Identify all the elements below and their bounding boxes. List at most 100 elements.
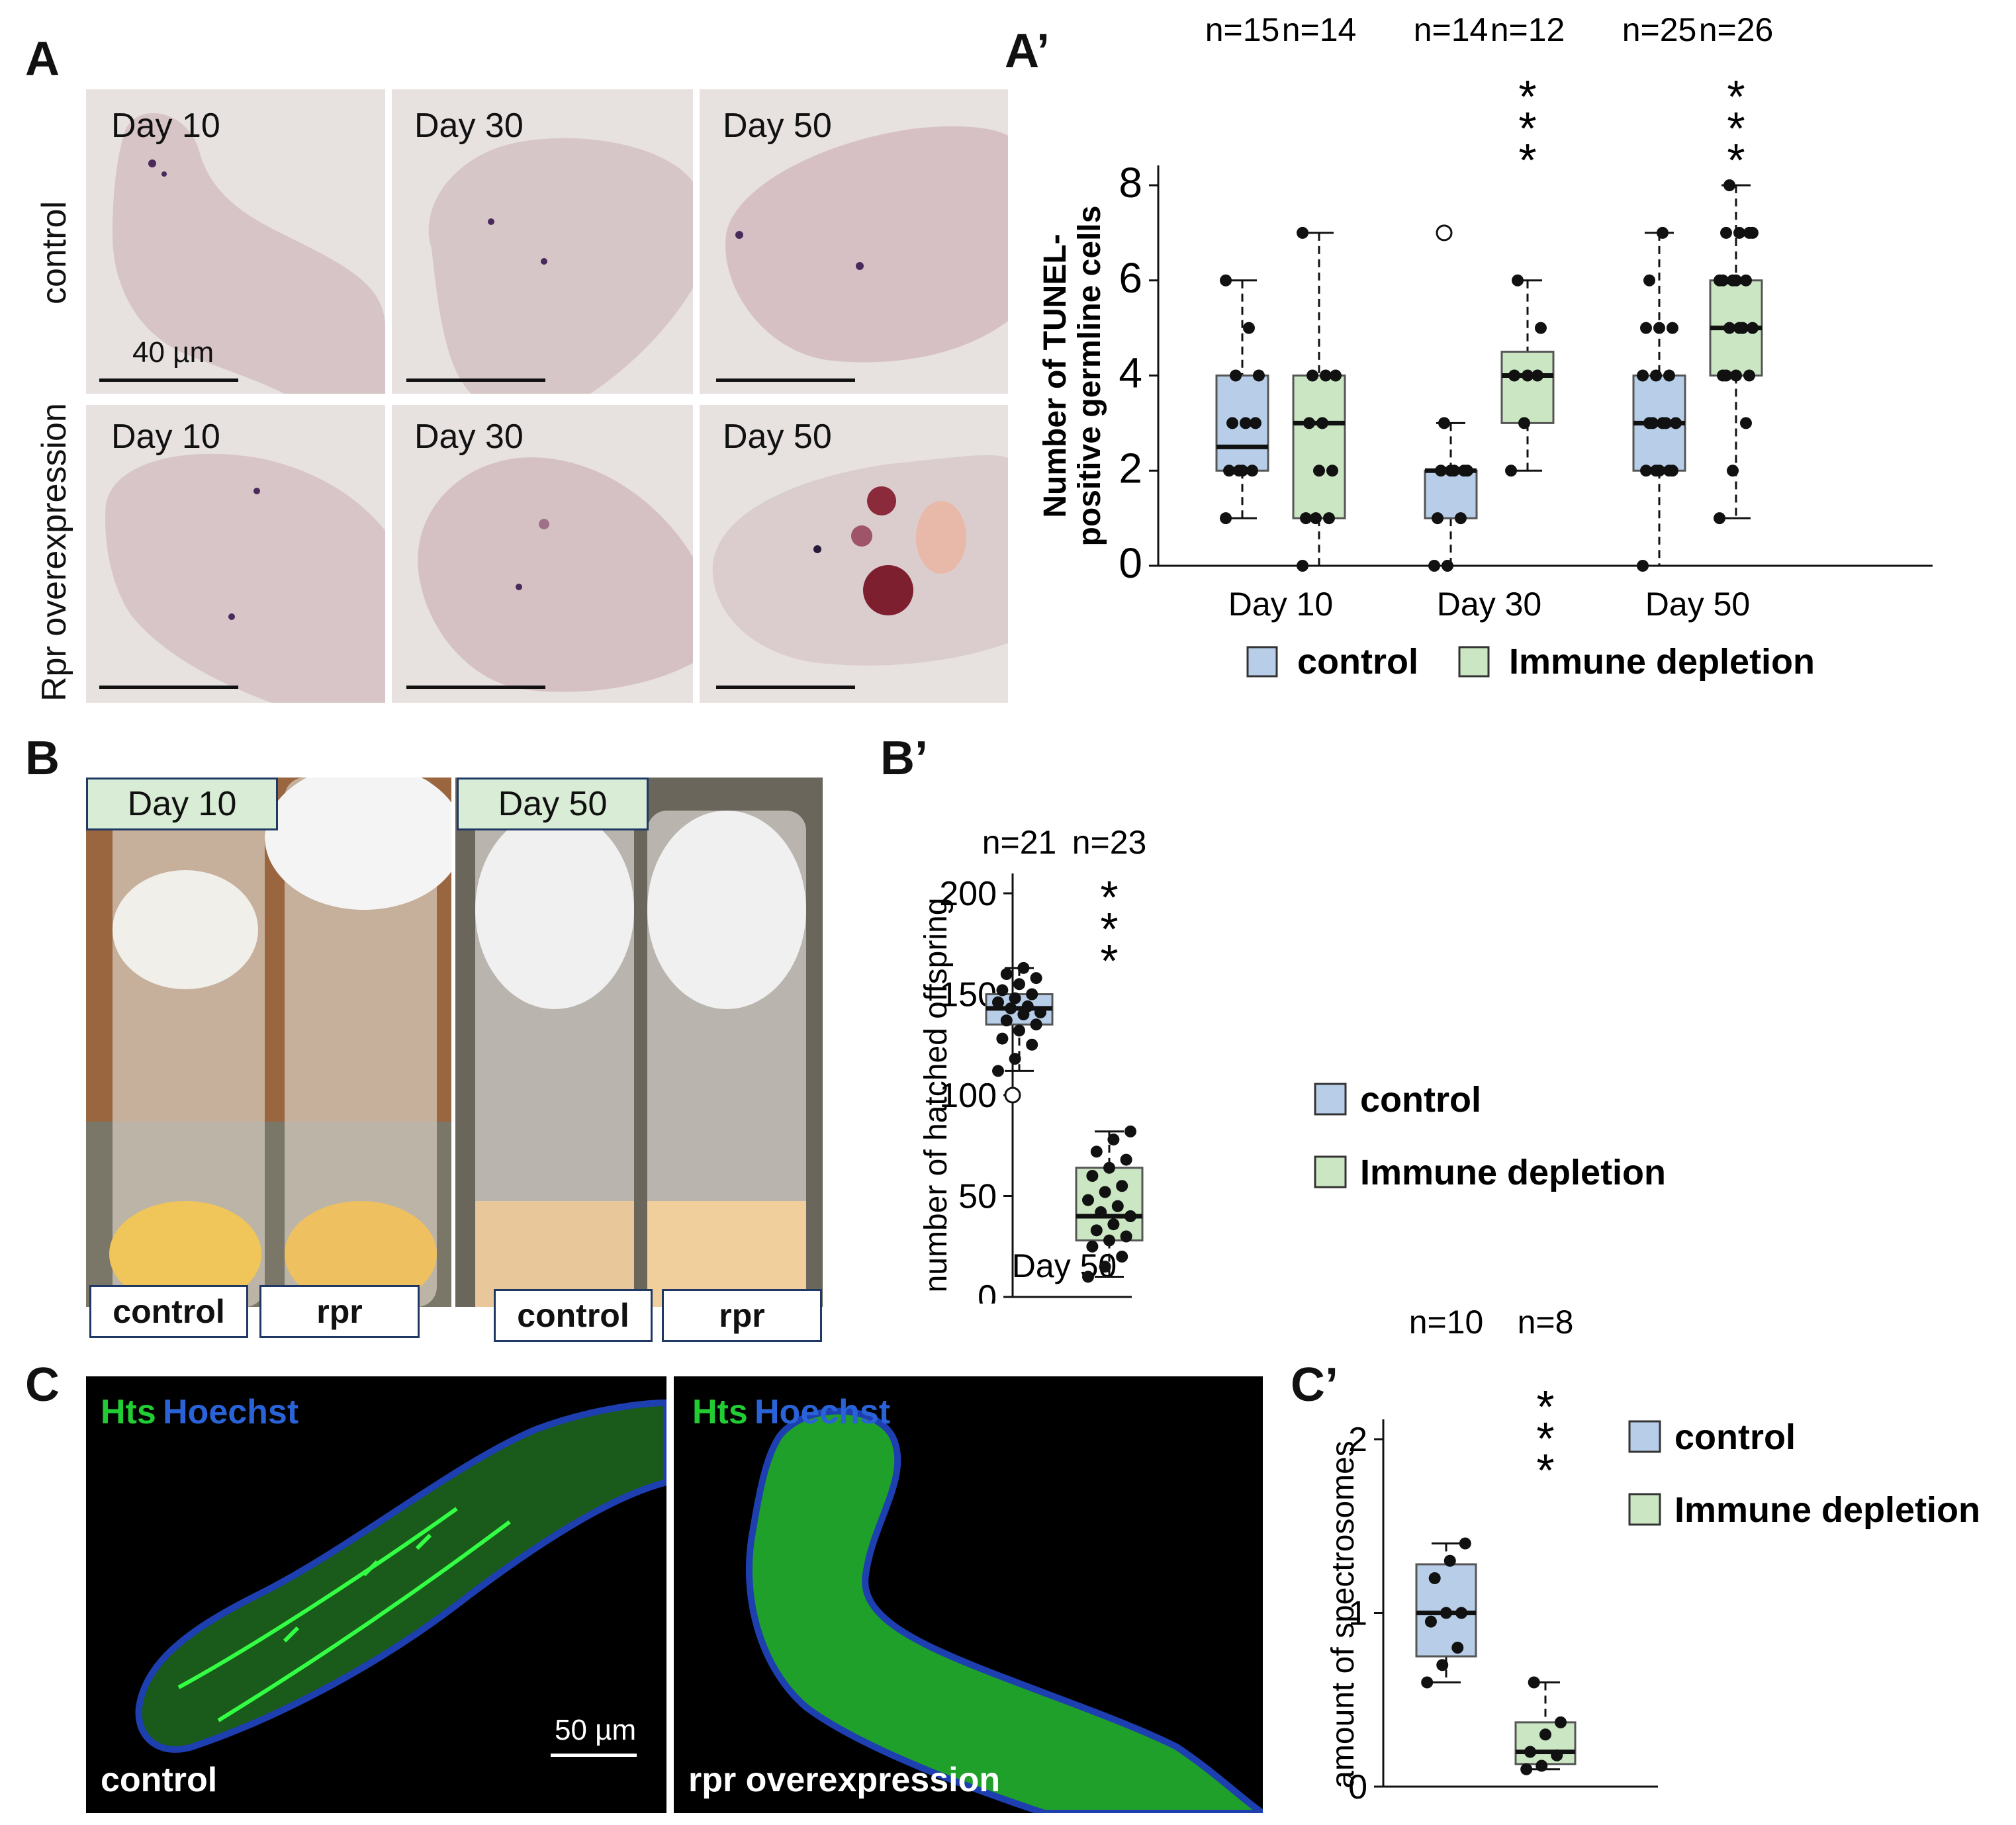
data-point xyxy=(1555,1716,1567,1728)
panel-label-c: C xyxy=(25,1358,60,1411)
data-point xyxy=(1021,1000,1034,1012)
data-point xyxy=(1223,465,1236,477)
data-point xyxy=(1653,322,1665,334)
data-point xyxy=(1640,322,1653,334)
data-point xyxy=(1322,512,1335,525)
n-label: n=21 xyxy=(982,824,1057,861)
data-point xyxy=(1640,465,1653,477)
legend-swatch xyxy=(1246,646,1278,678)
data-point xyxy=(1310,512,1322,525)
n-label: n=14 xyxy=(1282,11,1357,48)
data-point xyxy=(1120,1230,1132,1243)
data-point xyxy=(1034,1006,1046,1018)
data-point xyxy=(1746,226,1759,239)
data-point xyxy=(1111,1200,1124,1212)
data-point xyxy=(1252,369,1265,382)
data-point xyxy=(1220,274,1232,287)
data-point xyxy=(1512,274,1524,287)
data-point xyxy=(1306,369,1319,382)
photo-vials-day50 xyxy=(455,778,823,1307)
data-point xyxy=(1650,369,1663,382)
day-label: Day 30 xyxy=(414,418,524,456)
box xyxy=(1500,351,1555,424)
data-point xyxy=(1095,1206,1107,1218)
day-label: Day 10 xyxy=(111,107,220,145)
data-point xyxy=(1455,1607,1468,1619)
data-point xyxy=(1539,1728,1551,1741)
y-tick-label: 6 xyxy=(1119,254,1142,302)
y-tick-label: 1 xyxy=(1348,1595,1367,1633)
y-tick-label: 8 xyxy=(1119,159,1142,206)
data-point xyxy=(1107,1134,1120,1146)
data-point xyxy=(1723,179,1736,191)
micrograph-rpr-day50 xyxy=(700,405,1008,703)
stain-label-hts: Hts xyxy=(101,1393,156,1431)
data-point xyxy=(1026,1038,1038,1051)
data-point xyxy=(1013,978,1025,991)
n-label: n=25 xyxy=(1622,11,1697,48)
data-point xyxy=(1730,274,1742,287)
data-point xyxy=(1637,369,1649,382)
data-point xyxy=(1428,560,1441,572)
x-tick-label: Day 10 xyxy=(1228,586,1333,623)
data-point xyxy=(1717,274,1729,287)
y-tick-label: 100 xyxy=(939,1077,997,1115)
image-label: control xyxy=(101,1761,218,1799)
data-point xyxy=(1720,369,1733,382)
scale-bar xyxy=(716,686,855,689)
data-point xyxy=(1743,369,1755,382)
significance-star: * xyxy=(1518,134,1536,186)
micrograph-rpr-day10 xyxy=(86,405,385,703)
data-point xyxy=(992,1065,1004,1077)
scale-bar xyxy=(716,378,855,382)
data-point xyxy=(1421,1676,1434,1689)
data-point xyxy=(1326,465,1338,477)
legend-swatch xyxy=(1314,1083,1347,1116)
data-point xyxy=(1124,1125,1136,1137)
data-point xyxy=(1026,988,1038,1001)
significance-star: * xyxy=(1727,71,1745,122)
stain-label-hts: Hts xyxy=(692,1393,748,1431)
legend-label: Immune depletion xyxy=(1360,1153,1666,1192)
data-point xyxy=(1727,465,1739,477)
outlier-point xyxy=(1436,224,1453,242)
data-point xyxy=(1659,417,1672,429)
significance-star: * xyxy=(1727,103,1745,154)
micrograph-control-day50 xyxy=(700,89,1008,394)
data-point xyxy=(992,996,1004,1008)
significance-star: * xyxy=(1536,1445,1554,1496)
data-point xyxy=(1443,1554,1456,1567)
data-point xyxy=(1656,226,1669,239)
data-point xyxy=(1017,961,1030,974)
tube-label: rpr xyxy=(259,1285,420,1338)
micrograph-rpr-day30 xyxy=(392,405,693,703)
data-point xyxy=(1226,417,1239,429)
micrograph-control-day10 xyxy=(86,89,385,394)
significance-star: * xyxy=(1100,935,1118,987)
legend-label: control xyxy=(1360,1080,1481,1120)
data-point xyxy=(1313,465,1325,477)
data-point xyxy=(1319,369,1332,382)
data-point xyxy=(1451,1642,1464,1654)
panel-label-b-prime: B’ xyxy=(880,732,928,785)
significance-star: * xyxy=(1536,1381,1554,1433)
box xyxy=(1292,375,1346,519)
data-point xyxy=(1000,1014,1013,1027)
data-point xyxy=(1438,417,1451,429)
legend-label: Immune depletion xyxy=(1674,1490,1980,1530)
data-point xyxy=(1099,1186,1111,1198)
data-point xyxy=(1103,1234,1115,1247)
data-point xyxy=(1242,322,1255,334)
data-point xyxy=(1714,512,1726,525)
day-label: Day 50 xyxy=(723,107,832,145)
n-label: n=12 xyxy=(1490,11,1565,48)
row-label-rpr: Rpr overexpression xyxy=(35,403,73,701)
data-point xyxy=(1739,417,1752,429)
outlier-point xyxy=(1004,1087,1021,1104)
data-point xyxy=(1300,512,1312,525)
data-point xyxy=(1236,465,1248,477)
data-point xyxy=(1099,1261,1111,1273)
n-label: n=14 xyxy=(1414,11,1489,48)
legend-label: Immune depletion xyxy=(1509,642,1815,682)
